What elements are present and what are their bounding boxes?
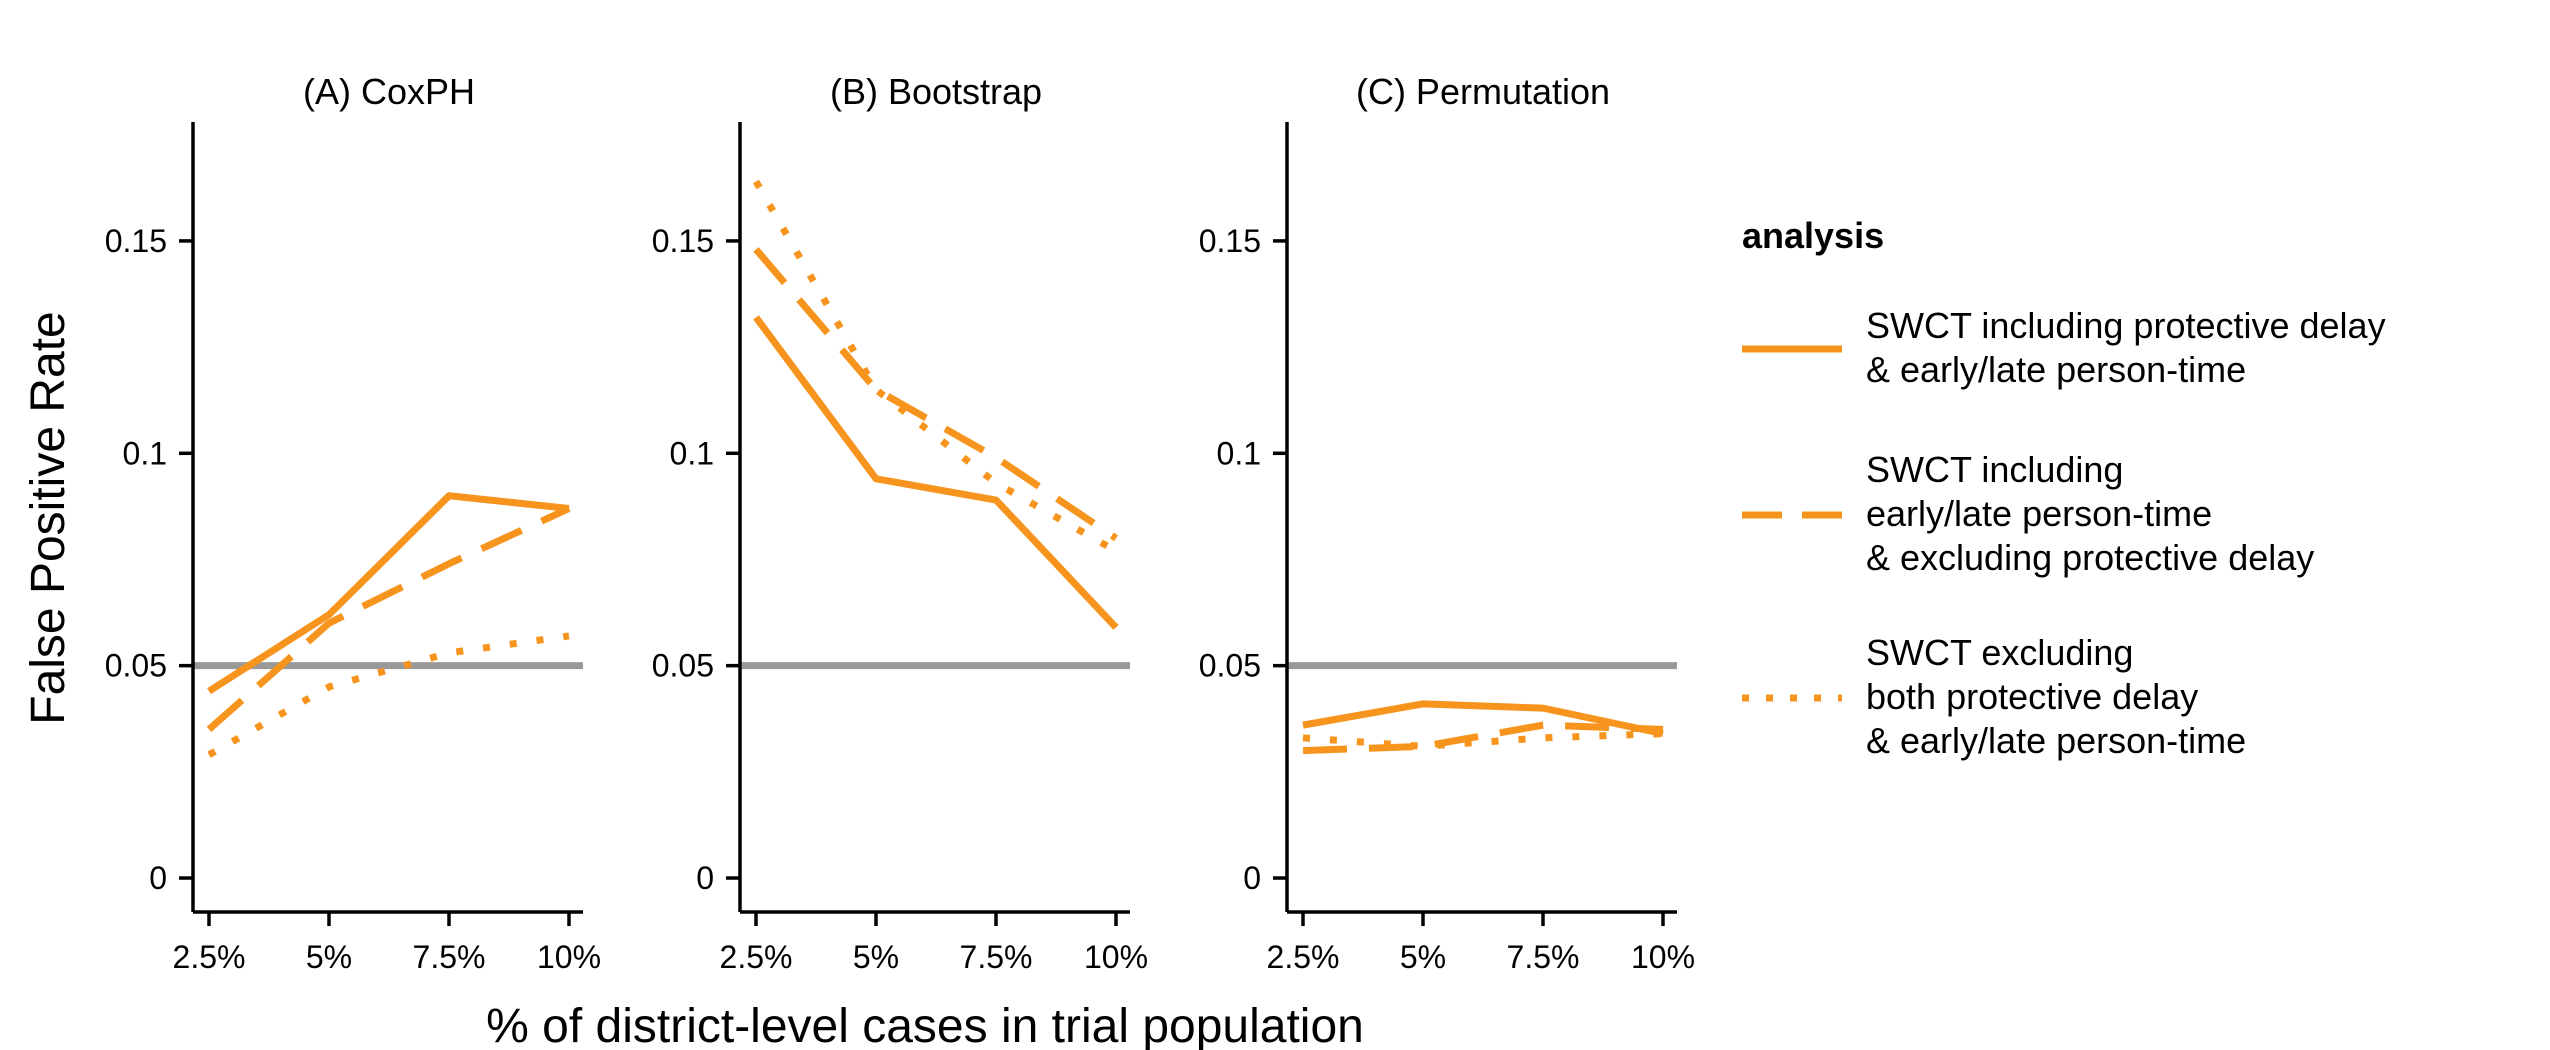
legend-label: & early/late person-time	[1866, 349, 2246, 390]
y-tick-label: 0.05	[105, 648, 167, 684]
legend-label: & excluding protective delay	[1866, 537, 2314, 578]
legend-label: SWCT excluding	[1866, 632, 2133, 673]
y-tick-label: 0.1	[1217, 435, 1261, 471]
x-axis-title: % of district-level cases in trial popul…	[486, 1000, 1364, 1050]
y-tick-label: 0.05	[652, 648, 714, 684]
x-tick-label: 10%	[537, 939, 601, 975]
series-line-solid	[1302, 700, 1664, 738]
series-line-solid	[207, 492, 570, 695]
x-tick-label: 5%	[306, 939, 352, 975]
panel-2: (B) Bootstrap 0 0.05 0.1 0.15 2.5% 5% 7.5% 10%	[652, 71, 1148, 975]
x-tick-label: 2.5%	[720, 939, 793, 975]
x-tick-label: 5%	[853, 939, 899, 975]
series-line-dashed	[753, 247, 1118, 542]
panel-title: (B) Bootstrap	[830, 71, 1042, 112]
x-tick-label: 5%	[1400, 939, 1446, 975]
x-tick-label: 2.5%	[1267, 939, 1340, 975]
legend-label: SWCT including	[1866, 449, 2123, 490]
legend-label: SWCT including protective delay	[1866, 305, 2386, 346]
y-tick-label: 0	[1243, 860, 1261, 896]
series-line-dashed	[1302, 721, 1664, 755]
y-tick-label: 0.15	[105, 223, 167, 259]
series-line-solid	[753, 315, 1119, 630]
x-tick-label: 10%	[1084, 939, 1148, 975]
y-tick-label: 0.1	[670, 435, 714, 471]
legend: analysis SWCT including protective delay…	[1742, 215, 2386, 761]
y-tick-label: 0.05	[1199, 648, 1261, 684]
x-tick-label: 10%	[1631, 939, 1695, 975]
legend-label: early/late person-time	[1866, 493, 2212, 534]
panel-3: (C) Permutation 0 0.05 0.1 0.15 2.5% 5% 7.5% 10%	[1199, 71, 1695, 975]
panel-title: (C) Permutation	[1356, 71, 1610, 112]
panel-1: (A) CoxPH 0 0.05 0.1 0.15 2.5% 5% 7.5% 10%	[105, 71, 601, 975]
x-tick-label: 7.5%	[413, 939, 486, 975]
y-tick-label: 0	[696, 860, 714, 896]
y-tick-label: 0	[149, 860, 167, 896]
legend-label: & early/late person-time	[1866, 720, 2246, 761]
y-tick-label: 0.1	[123, 435, 167, 471]
series-line-dashed	[206, 505, 571, 732]
legend-label: both protective delay	[1866, 676, 2198, 717]
series-line-dotted	[1302, 730, 1664, 750]
series-line-dotted	[752, 179, 1118, 555]
y-axis-title: False Positive Rate	[22, 311, 75, 725]
x-tick-label: 7.5%	[1507, 939, 1580, 975]
legend-entry-solid: SWCT including protective delay& early/l…	[1742, 305, 2386, 390]
x-tick-label: 7.5%	[960, 939, 1033, 975]
x-tick-label: 2.5%	[173, 939, 246, 975]
legend-title: analysis	[1742, 215, 1884, 256]
panel-title: (A) CoxPH	[303, 71, 475, 112]
y-tick-label: 0.15	[652, 223, 714, 259]
y-tick-label: 0.15	[1199, 223, 1261, 259]
